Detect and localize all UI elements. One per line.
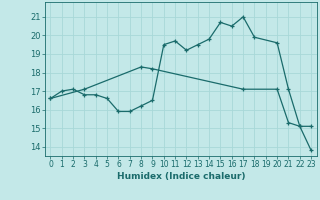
X-axis label: Humidex (Indice chaleur): Humidex (Indice chaleur) (116, 172, 245, 181)
